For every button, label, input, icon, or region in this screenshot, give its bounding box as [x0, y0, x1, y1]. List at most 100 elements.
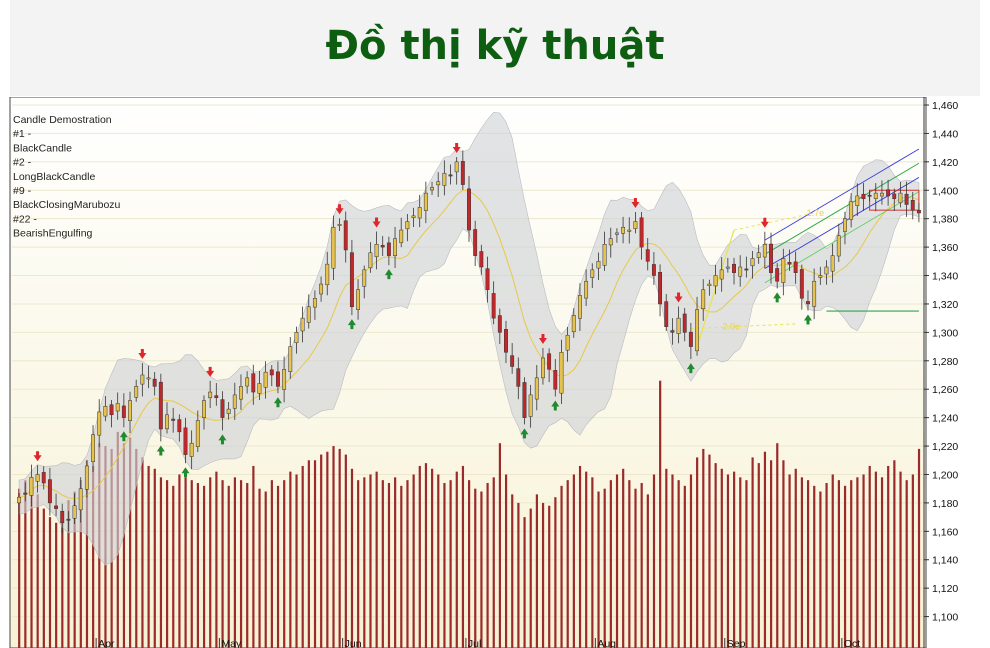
volume-bar — [677, 480, 680, 648]
candle-body — [898, 192, 903, 204]
candle-body — [448, 174, 453, 177]
volume-bar — [739, 477, 742, 648]
price-tick-label: 1,320 — [932, 299, 958, 311]
volume-bar — [622, 468, 625, 648]
candle-body — [146, 377, 151, 380]
volume-bar — [634, 488, 637, 648]
volume-bar — [683, 485, 686, 648]
candle-body — [312, 298, 317, 308]
volume-bar — [708, 454, 711, 648]
candle-body — [843, 218, 847, 232]
candle-body — [405, 221, 410, 230]
volume-bar — [572, 474, 575, 648]
buy-arrow-icon — [686, 363, 695, 374]
candle-body — [584, 280, 589, 299]
candle-body — [251, 373, 256, 393]
legend-line: BlackCandle — [13, 142, 72, 154]
volume-bar — [209, 477, 212, 648]
volume-bar — [560, 485, 563, 648]
sell-arrow-icon — [335, 204, 344, 215]
volume-bar — [702, 448, 705, 648]
price-tick-label: 1,140 — [932, 555, 958, 567]
volume-bar — [492, 477, 495, 648]
candle-body — [417, 207, 422, 219]
volume-bar — [757, 463, 760, 648]
candle-body — [571, 315, 576, 333]
candle-body — [214, 395, 219, 398]
volume-bar — [517, 502, 520, 648]
volume-bar — [48, 517, 52, 648]
legend-line: #22 - — [13, 213, 37, 225]
fib-line — [733, 212, 815, 231]
candle-body — [504, 329, 508, 353]
volume-bar — [603, 488, 606, 648]
volume-bar — [652, 474, 656, 648]
volume-bar — [338, 448, 341, 648]
volume-bar — [172, 485, 175, 648]
candle-body — [510, 355, 515, 367]
pattern-signals — [33, 143, 812, 478]
volume-bar — [474, 488, 477, 648]
candle-body — [35, 474, 40, 482]
candle-body — [799, 269, 804, 299]
buy-arrow-icon — [520, 428, 529, 439]
volume-bar — [782, 460, 785, 648]
legend-line: BlackClosingMarubozu — [13, 199, 121, 211]
candle-body — [423, 192, 428, 211]
candle-body — [806, 301, 810, 305]
volume-bar — [42, 508, 45, 648]
candle-body — [467, 188, 471, 231]
candle-body — [220, 399, 225, 418]
legend: Candle Demostration #1 - BlackCandle #2 - Lo… — [13, 114, 121, 240]
candle-body — [633, 221, 638, 229]
volume-bar — [887, 465, 890, 648]
candle-body — [867, 194, 872, 197]
volume-bar — [18, 488, 21, 648]
candle-body — [306, 306, 311, 323]
candle-body — [892, 193, 897, 200]
candle-body — [29, 477, 34, 496]
volume-bar — [541, 502, 545, 648]
candle-body — [916, 209, 921, 214]
candles — [17, 150, 921, 534]
candle-body — [115, 403, 120, 412]
candle-body — [109, 404, 114, 416]
volume-bar — [412, 474, 415, 648]
buy-arrow-icon — [119, 431, 128, 442]
candle-body — [664, 301, 669, 327]
buy-arrow-icon — [218, 434, 227, 445]
volume-bar — [320, 454, 323, 648]
volume-bar — [73, 491, 76, 648]
price-tick-label: 1,240 — [932, 413, 958, 425]
volume-bar — [850, 480, 853, 648]
legend-line: #2 - — [13, 157, 32, 169]
candle-body — [436, 181, 441, 186]
volume-bar — [720, 468, 723, 648]
volume-bar — [640, 483, 643, 648]
buy-arrow-icon — [156, 445, 165, 456]
volume-bar — [301, 465, 304, 648]
sell-arrow-icon — [538, 334, 547, 345]
volume-bar — [486, 483, 489, 648]
candle-body — [614, 232, 619, 235]
volume-bar — [443, 483, 446, 648]
volume-bar — [615, 474, 619, 648]
volume-bar — [233, 477, 236, 648]
candle-body — [719, 269, 724, 280]
price-tick-label: 1,420 — [932, 157, 958, 169]
candle-body — [682, 313, 687, 333]
candle-body — [855, 195, 860, 206]
volume-bar — [788, 474, 791, 648]
volume-bar — [400, 485, 403, 648]
volume-bar — [628, 480, 631, 648]
volume-bar — [270, 480, 273, 648]
volume-bar — [85, 460, 89, 648]
candle-body — [374, 244, 379, 258]
candle-body — [158, 381, 163, 430]
volume-bar — [387, 483, 391, 648]
volume-bar — [394, 477, 397, 648]
volume-bar — [917, 448, 921, 648]
volume-bar — [196, 483, 200, 648]
volume-bar — [529, 508, 532, 648]
candle-body — [528, 394, 533, 417]
